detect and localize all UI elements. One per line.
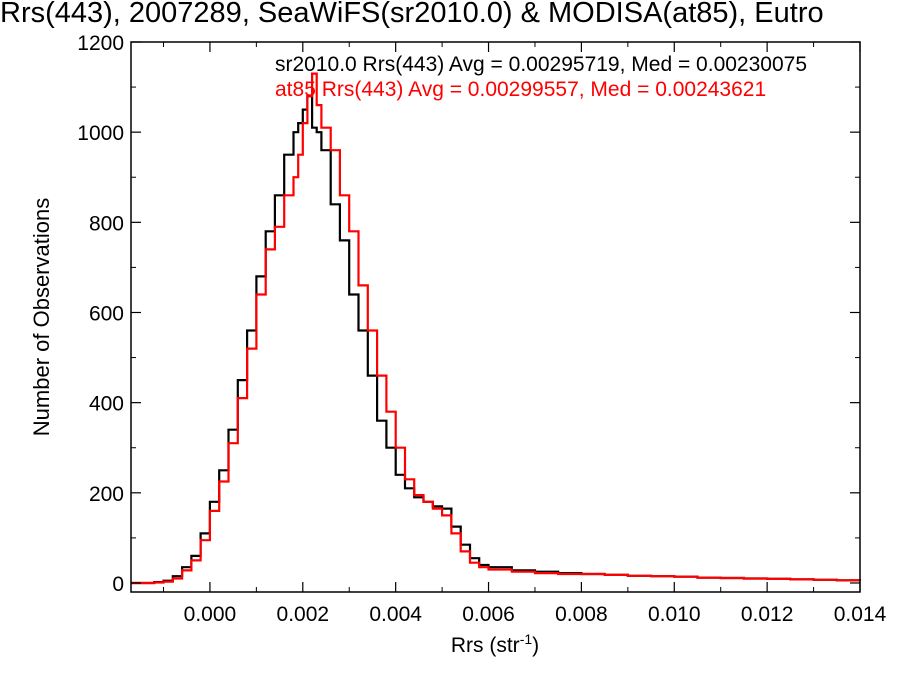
x-tick-label: 0.004 [369,603,422,626]
plot-frame [130,41,861,593]
y-tick-label: 1200 [77,32,124,55]
x-axis-label-close: ) [532,634,539,657]
y-axis-label: Number of Observations [29,198,54,436]
x-tick-label: 0.014 [834,603,887,626]
x-tick-label: 0.012 [741,603,794,626]
x-axis-label-text: Rrs (str [451,634,520,657]
x-tick-label: 0.002 [277,603,330,626]
x-tick-label: 0.000 [184,603,237,626]
x-tick-label: 0.010 [648,603,701,626]
y-tick-label: 400 [89,393,124,416]
series-line-0 [131,95,860,585]
series-layer [131,72,862,585]
x-tick-label: 0.008 [555,603,608,626]
y-tick-label: 200 [89,483,124,506]
chart-title: Rrs(443), 2007289, SeaWiFS(sr2010.0) & M… [0,0,824,29]
series-line-1 [131,72,862,585]
y-tick-label: 600 [89,302,124,325]
annotation-at85: at85 Rrs(443) Avg = 0.00299557, Med = 0.… [275,78,766,101]
annotation-sr2010: sr2010.0 Rrs(443) Avg = 0.00295719, Med … [275,53,807,76]
y-tick-label: 1000 [77,122,124,145]
x-axis-label-superscript: -1 [520,631,533,647]
ticks-layer: 0.000 0.002 0.004 0.006 0.008 0.010 0.012 0.014… [77,32,886,626]
y-tick-label: 800 [89,212,124,235]
x-axis-label: Rrs (str-1) [451,631,539,657]
x-tick-label: 0.006 [462,603,515,626]
y-tick-label: 0 [112,573,124,596]
